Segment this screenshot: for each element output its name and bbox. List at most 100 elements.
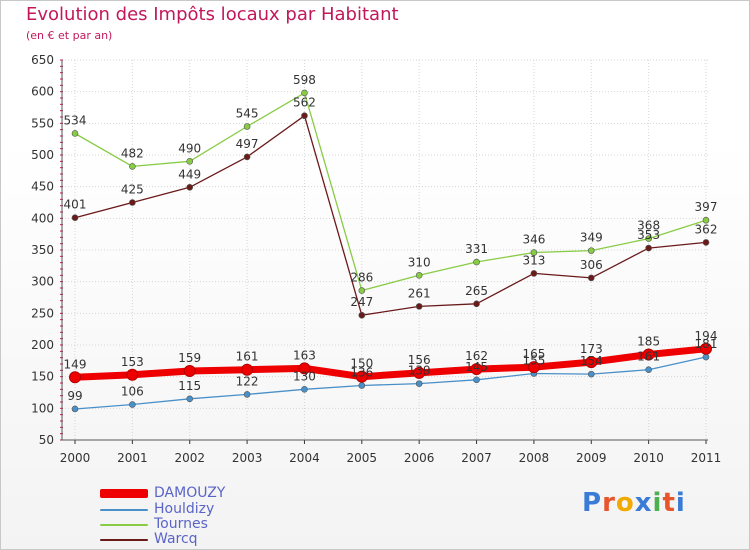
y-tick-label: 300 [31, 275, 54, 289]
chart-subtitle: (en € et par an) [26, 29, 113, 42]
data-label-tournes: 397 [695, 200, 718, 214]
legend-swatch-houldizy [100, 509, 148, 511]
data-point-warcq [645, 244, 652, 252]
data-label-warcq: 261 [408, 286, 431, 300]
data-point-warcq [71, 214, 79, 221]
data-label-tournes: 331 [465, 242, 488, 256]
logo-letter: i [652, 488, 663, 518]
data-point-damouzy [700, 342, 712, 355]
data-point-damouzy [183, 364, 196, 377]
data-label-houldizy: 155 [522, 354, 545, 368]
x-tick-label: 2007 [461, 451, 492, 465]
y-tick-label: 50 [39, 433, 54, 447]
data-label-warcq: 425 [121, 183, 144, 197]
data-label-warcq: 449 [178, 167, 201, 181]
data-label-tournes: 490 [178, 141, 201, 155]
data-point-warcq [186, 184, 194, 191]
data-point-houldizy [473, 376, 480, 384]
data-label-tournes: 368 [637, 219, 660, 233]
series-line-tournes [74, 92, 707, 292]
data-label-houldizy: 154 [580, 354, 603, 368]
data-label-damouzy: 165 [522, 347, 545, 361]
x-tick-label: 2004 [289, 451, 320, 465]
data-point-houldizy [71, 405, 79, 413]
data-label-tournes: 286 [350, 271, 373, 285]
data-point-damouzy [642, 348, 655, 361]
series-line-warcq [74, 115, 707, 316]
data-point-houldizy [186, 395, 194, 403]
data-point-houldizy [129, 401, 136, 408]
legend-label-warcq: Warcq [154, 531, 198, 547]
data-point-damouzy [355, 370, 368, 383]
chart-title: Evolution des Impôts locaux par Habitant [26, 4, 399, 25]
y-tick-label: 600 [31, 85, 54, 99]
logo-letter: x [634, 488, 653, 518]
data-point-tournes [473, 258, 480, 266]
data-label-houldizy: 181 [695, 337, 718, 351]
data-label-houldizy: 130 [293, 369, 316, 383]
x-tick-label: 2008 [519, 451, 550, 465]
data-label-damouzy: 162 [465, 349, 488, 363]
data-label-houldizy: 161 [637, 350, 660, 364]
data-point-houldizy [243, 391, 251, 398]
data-label-houldizy: 106 [121, 385, 144, 399]
series-line-damouzy [71, 345, 710, 381]
y-tick-label: 100 [31, 401, 54, 415]
data-point-houldizy [301, 386, 308, 393]
data-label-damouzy: 159 [178, 351, 201, 365]
data-label-warcq: 313 [522, 253, 545, 267]
data-label-damouzy: 150 [350, 357, 373, 371]
data-point-damouzy [241, 363, 254, 376]
data-point-tournes [71, 130, 79, 137]
data-point-tournes [587, 247, 595, 254]
data-point-tournes [415, 272, 423, 279]
logo-letter: t [662, 488, 676, 518]
legend-swatch-tournes [100, 524, 148, 526]
data-point-damouzy [126, 368, 139, 381]
data-label-tournes: 349 [580, 231, 603, 245]
data-label-houldizy: 115 [178, 379, 201, 393]
legend-swatch-damouzy [100, 489, 148, 498]
x-tick-label: 2003 [232, 451, 263, 465]
data-label-warcq: 562 [293, 96, 316, 110]
data-label-tournes: 545 [236, 107, 259, 121]
x-tick-label: 2002 [174, 451, 205, 465]
logo-letter: r [602, 488, 616, 518]
data-point-tournes [301, 89, 308, 97]
data-label-houldizy: 139 [408, 364, 431, 378]
data-label-damouzy: 173 [580, 342, 603, 356]
data-label-warcq: 247 [350, 295, 373, 309]
data-label-houldizy: 136 [350, 366, 373, 380]
data-point-warcq [358, 311, 366, 319]
data-label-houldizy: 145 [465, 360, 488, 374]
x-tick-label: 2010 [633, 451, 664, 465]
data-label-warcq: 497 [236, 137, 259, 151]
data-label-houldizy: 122 [236, 374, 259, 388]
logo-letter: o [615, 488, 635, 518]
data-label-damouzy: 161 [236, 350, 259, 364]
data-label-tournes: 482 [121, 146, 144, 160]
series-line-houldizy [74, 356, 707, 410]
proxiti-logo: Proxiti [582, 488, 686, 518]
data-label-damouzy: 149 [64, 357, 87, 371]
y-tick-label: 350 [31, 243, 54, 257]
data-point-warcq [473, 300, 480, 308]
data-point-damouzy [585, 356, 598, 369]
data-label-tournes: 310 [408, 255, 431, 269]
logo-letter: i [675, 488, 686, 518]
data-point-houldizy [415, 380, 423, 387]
x-tick-label: 2001 [117, 451, 148, 465]
y-tick-label: 150 [31, 370, 54, 384]
data-point-tournes [702, 216, 710, 224]
x-tick-label: 2006 [404, 451, 435, 465]
data-label-warcq: 401 [64, 198, 87, 212]
data-label-tournes: 534 [64, 113, 87, 127]
legend-label-houldizy: Houldizy [154, 501, 215, 517]
data-point-houldizy [587, 370, 595, 378]
data-point-warcq [301, 112, 308, 120]
data-label-damouzy: 163 [293, 348, 316, 362]
data-point-houldizy [702, 353, 710, 361]
data-point-damouzy [413, 366, 426, 379]
data-point-tournes [186, 158, 194, 165]
x-tick-label: 2009 [576, 451, 607, 465]
